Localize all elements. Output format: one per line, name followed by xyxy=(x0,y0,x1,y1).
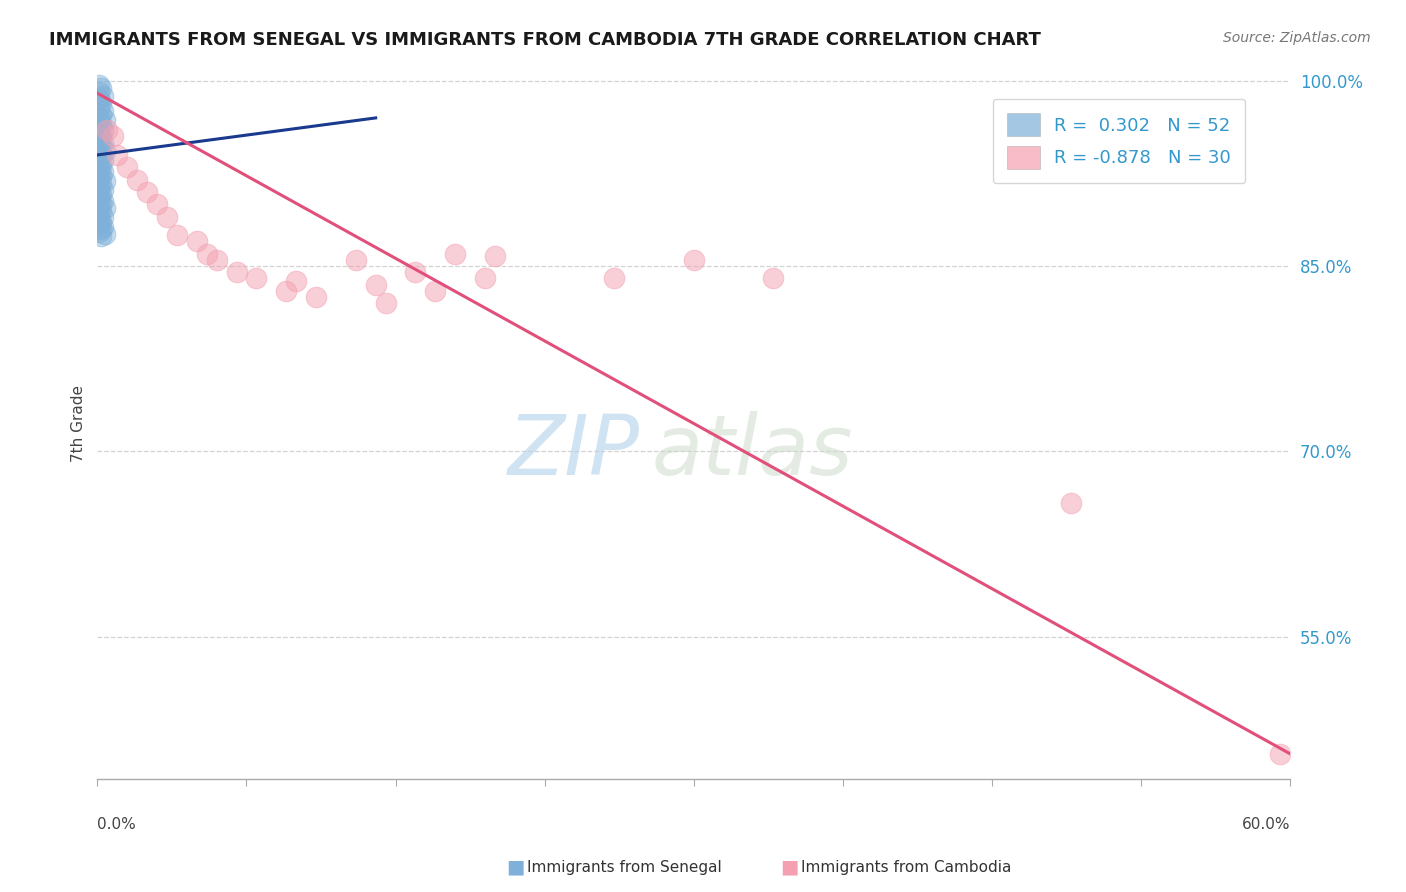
Point xyxy=(94,174,117,188)
Point xyxy=(364,277,387,292)
Point xyxy=(91,165,114,179)
Point xyxy=(1060,496,1083,510)
Point xyxy=(105,148,128,162)
Text: ■: ■ xyxy=(506,857,524,876)
Point xyxy=(90,196,112,211)
Point xyxy=(89,171,111,186)
Point xyxy=(474,271,496,285)
Point xyxy=(89,225,111,239)
Text: ■: ■ xyxy=(780,857,799,876)
Point xyxy=(89,150,111,164)
Point xyxy=(90,203,112,218)
Point xyxy=(89,92,111,106)
Point xyxy=(90,187,112,202)
Point xyxy=(276,284,298,298)
Point xyxy=(91,182,114,196)
Point xyxy=(90,138,112,153)
Point xyxy=(344,252,367,267)
Point xyxy=(127,172,149,186)
Text: 60.0%: 60.0% xyxy=(1241,817,1291,832)
Point xyxy=(91,88,114,103)
Point xyxy=(94,227,117,241)
Point xyxy=(91,136,114,150)
Point xyxy=(90,146,112,161)
Point xyxy=(425,284,447,298)
Point xyxy=(91,194,114,208)
Point xyxy=(94,201,117,215)
Point xyxy=(245,271,267,285)
Point xyxy=(90,81,112,95)
Y-axis label: 7th Grade: 7th Grade xyxy=(72,385,86,462)
Point xyxy=(404,265,426,279)
Point xyxy=(94,113,117,128)
Point xyxy=(305,290,328,304)
Point xyxy=(91,123,114,137)
Point xyxy=(90,96,112,111)
Point xyxy=(90,214,112,228)
Point xyxy=(89,133,111,147)
Point xyxy=(90,222,112,236)
Point xyxy=(195,246,218,260)
Point xyxy=(603,271,626,285)
Text: atlas: atlas xyxy=(652,411,853,492)
Point xyxy=(96,123,118,137)
Point xyxy=(225,265,247,279)
Point xyxy=(156,210,179,224)
Point xyxy=(90,229,112,244)
Point xyxy=(89,198,111,212)
Point xyxy=(89,85,111,99)
Point xyxy=(186,235,208,249)
Point xyxy=(89,156,111,170)
Text: 0.0%: 0.0% xyxy=(97,817,136,832)
Point xyxy=(136,185,159,199)
Point xyxy=(89,207,111,221)
Text: Source: ZipAtlas.com: Source: ZipAtlas.com xyxy=(1223,31,1371,45)
Point xyxy=(91,153,114,167)
Text: IMMIGRANTS FROM SENEGAL VS IMMIGRANTS FROM CAMBODIA 7TH GRADE CORRELATION CHART: IMMIGRANTS FROM SENEGAL VS IMMIGRANTS FR… xyxy=(49,31,1040,49)
Point xyxy=(89,162,111,177)
Point xyxy=(89,111,111,125)
Legend: R =  0.302   N = 52, R = -0.878   N = 30: R = 0.302 N = 52, R = -0.878 N = 30 xyxy=(993,99,1246,183)
Point xyxy=(91,210,114,224)
Point xyxy=(90,117,112,131)
Point xyxy=(103,129,125,144)
Point xyxy=(89,180,111,194)
Point xyxy=(205,252,228,267)
Point xyxy=(89,100,111,114)
Point xyxy=(115,161,138,175)
Point xyxy=(90,168,112,182)
Text: ZIP: ZIP xyxy=(508,411,640,492)
Point xyxy=(91,219,114,234)
Point xyxy=(89,185,111,199)
Point xyxy=(89,78,111,92)
Point xyxy=(1270,747,1292,761)
Point xyxy=(89,212,111,227)
Text: Immigrants from Cambodia: Immigrants from Cambodia xyxy=(801,861,1012,875)
Point xyxy=(374,296,396,310)
Point xyxy=(89,217,111,231)
Point xyxy=(90,177,112,191)
Point xyxy=(762,271,785,285)
Text: Immigrants from Senegal: Immigrants from Senegal xyxy=(527,861,723,875)
Point xyxy=(90,159,112,173)
Point xyxy=(682,252,704,267)
Point xyxy=(94,145,117,159)
Point xyxy=(89,120,111,135)
Point xyxy=(444,246,467,260)
Point xyxy=(91,103,114,118)
Point xyxy=(89,127,111,141)
Point xyxy=(89,191,111,205)
Point xyxy=(285,274,308,288)
Point xyxy=(166,228,188,243)
Point xyxy=(484,249,506,263)
Point xyxy=(90,107,112,121)
Point xyxy=(146,197,169,211)
Point xyxy=(90,129,112,144)
Point xyxy=(89,142,111,156)
